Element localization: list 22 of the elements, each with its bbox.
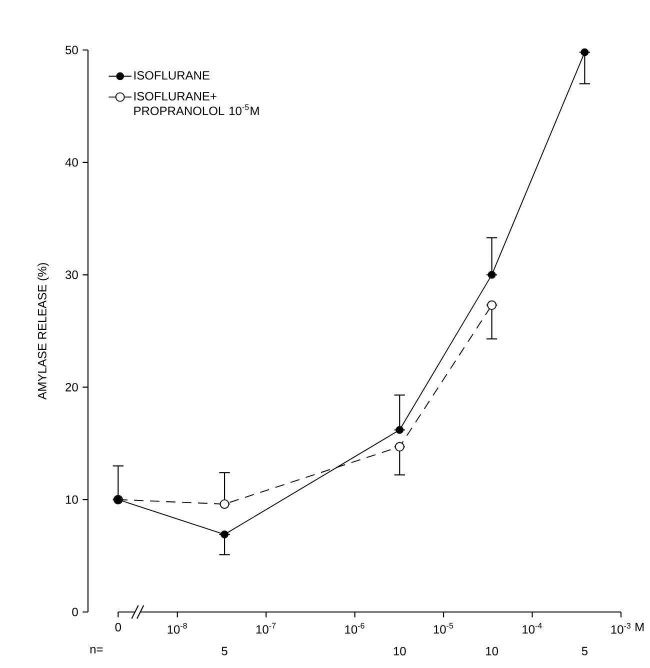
x-tick-label: 10$^{-4}$ <box>522 622 542 634</box>
x-tick-label: 0 <box>115 622 122 632</box>
text: 10 <box>486 646 498 656</box>
y-tick-label: 40 <box>65 158 78 167</box>
y-tick-label: 30 <box>66 270 78 280</box>
text: 5 <box>582 646 588 656</box>
legend-label: ISOFLURANE+ PROPRANOLOL 10$^{-5}$M <box>134 92 259 116</box>
x-tick-label: 10$^{-5}$ <box>434 622 454 634</box>
text: 10 <box>394 646 406 656</box>
legend-label: ISOFLURANE <box>134 71 210 80</box>
x-tick-label: 10$^{-6}$ <box>345 622 364 634</box>
x-tick-label: 10$^{-3}$ <box>611 622 631 634</box>
y-tick-label: 20 <box>66 382 78 392</box>
x-tick-label: 10$^{-8}$ <box>168 622 187 634</box>
text: 5 <box>222 646 228 656</box>
y-tick-label: 10 <box>66 495 78 504</box>
y-axis-title: AMYLASE RELEASE (%) <box>38 263 49 400</box>
text: n= <box>90 646 103 654</box>
y-tick-label: 0 <box>72 608 78 616</box>
y-tick-label: 50 <box>66 46 78 54</box>
x-axis-title: M <box>636 622 644 632</box>
x-tick-label: 10$^{-7}$ <box>256 622 276 634</box>
